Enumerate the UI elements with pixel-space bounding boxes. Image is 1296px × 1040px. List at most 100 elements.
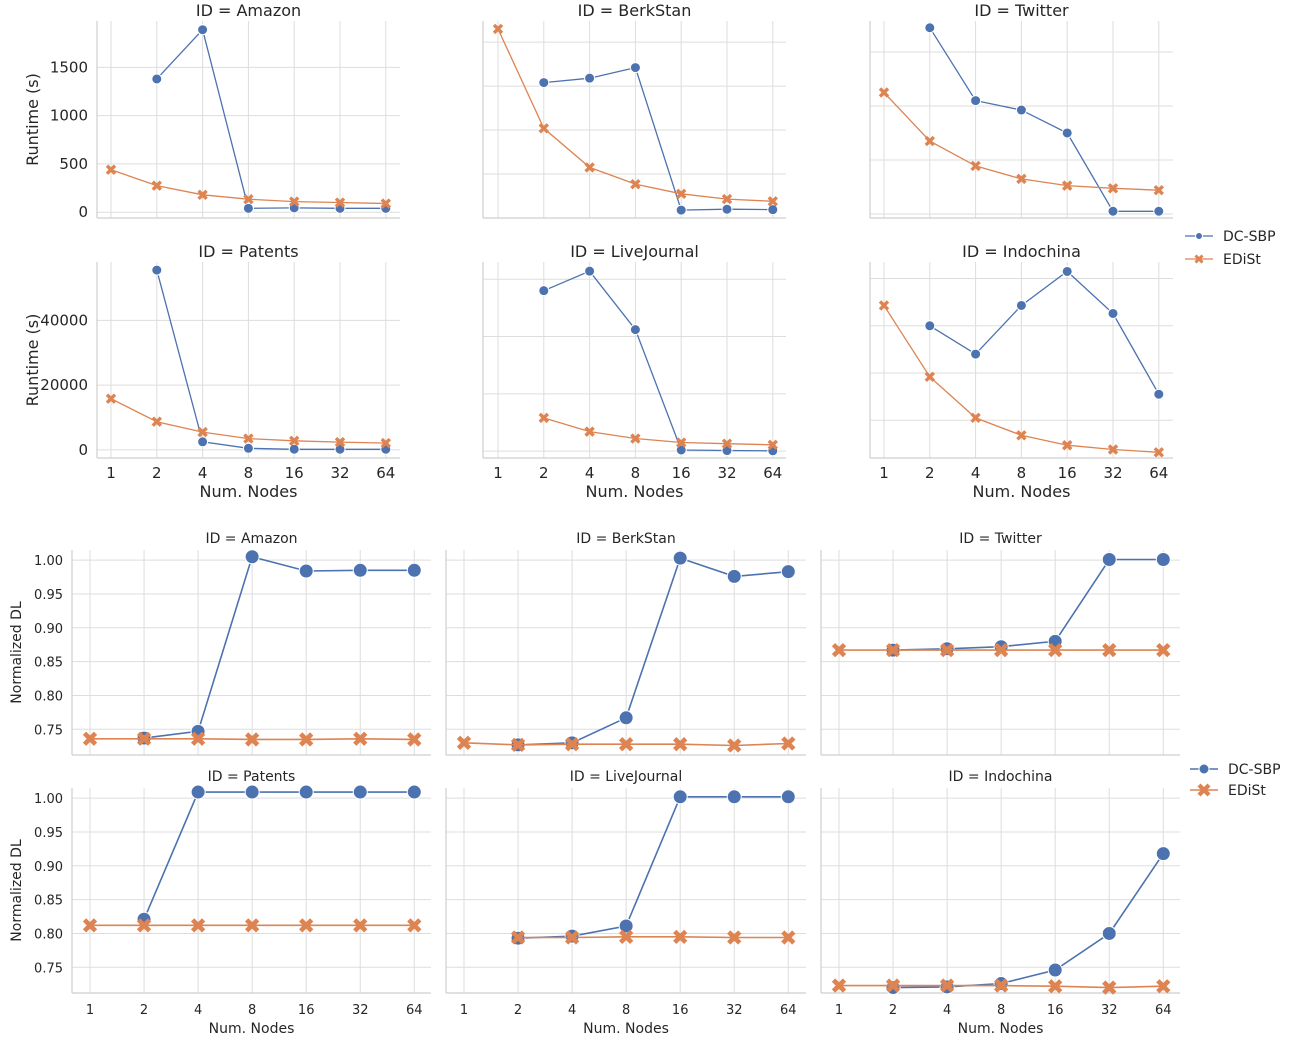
x-tick-label: 16 — [1058, 464, 1077, 482]
data-point — [380, 437, 392, 449]
x-tick-label: 16 — [672, 464, 691, 482]
runtime-legend: DC-SBP EDiSt — [1185, 229, 1276, 268]
normalized-dl-panel-amazon: 0.75 0.80 0.85 0.90 0.95 1.00 ID = Amazon Norma… — [9, 531, 431, 756]
data-point — [1153, 185, 1165, 196]
data-point — [781, 930, 796, 945]
y-tick-label: 0 — [78, 441, 88, 459]
x-tick-label: 64 — [1149, 464, 1168, 482]
legend-item-dc-sbp: DC-SBP — [1185, 229, 1276, 245]
x-tick-label: 16 — [285, 464, 304, 482]
data-point — [151, 264, 163, 276]
data-point — [1015, 104, 1027, 116]
data-point — [675, 437, 687, 448]
data-point — [538, 77, 550, 89]
y-tick-label: 0.95 — [34, 826, 63, 841]
series-dc-sbp — [885, 551, 1171, 658]
data-point — [878, 87, 890, 98]
series-line — [518, 936, 789, 939]
series-dc-sbp — [510, 789, 796, 946]
data-point — [1048, 642, 1063, 658]
runtime-panel-indochina: ID = Indochina 1 2 4 8 16 32 64 Num. Nodes — [869, 242, 1173, 501]
data-point — [767, 204, 779, 216]
x-tick-label: 8 — [997, 1003, 1005, 1018]
normalized-dl-legend: DC-SBP EDiSt — [1190, 762, 1281, 799]
data-point — [1155, 846, 1171, 862]
panel-title: ID = Twitter — [959, 531, 1042, 547]
y-tick-label: 1500 — [50, 58, 88, 76]
series-edist — [510, 929, 796, 945]
data-point — [1016, 430, 1027, 441]
data-point — [1101, 551, 1117, 567]
y-axis-label: Normalized DL — [9, 839, 25, 942]
panel-title: ID = Twitter — [974, 1, 1069, 20]
x-axis-label: Num. Nodes — [586, 482, 684, 501]
normalized-dl-panel-twitter: ID = Twitter — [820, 531, 1180, 756]
x-tick-label: 8 — [244, 464, 254, 482]
data-point — [151, 180, 163, 191]
data-point — [970, 160, 981, 172]
data-point — [298, 784, 314, 800]
data-point — [288, 435, 300, 447]
series-edist — [105, 393, 392, 449]
data-point — [243, 193, 254, 205]
series-line — [543, 66, 773, 211]
data-point — [675, 188, 687, 200]
data-point — [538, 123, 550, 134]
legend-item-edist: EDiSt — [1185, 252, 1261, 268]
x-axis-label: Num. Nodes — [958, 1021, 1044, 1037]
data-point — [1107, 444, 1119, 455]
data-point — [407, 732, 422, 747]
y-tick-label: 0.85 — [34, 656, 63, 671]
data-point — [1153, 388, 1165, 400]
data-point — [727, 930, 742, 945]
data-point — [727, 738, 742, 753]
runtime-panel-livejournal: ID = LiveJournal 1 2 4 8 16 32 64 Num. Nodes — [482, 242, 786, 501]
x-tick-label: 4 — [568, 1003, 576, 1018]
data-point — [197, 24, 209, 36]
normalized-dl-panel-berkstan: ID = BerkStan — [445, 531, 806, 756]
data-point — [538, 412, 550, 424]
series-dc-sbp — [924, 265, 1165, 400]
data-point — [1153, 447, 1165, 458]
x-tick-label: 32 — [352, 1003, 369, 1018]
panel-title: ID = Indochina — [949, 769, 1053, 785]
legend-swatch-marker — [1197, 783, 1211, 797]
data-point — [538, 285, 550, 297]
y-tick-label: 0.75 — [34, 723, 63, 738]
x-tick-label: 4 — [194, 1003, 202, 1018]
y-tick-label: 0.85 — [34, 894, 63, 909]
normalized-dl-panel-patents: 0.75 0.80 0.85 0.90 0.95 1.00 ID = Patents 1 2 4 8… — [9, 769, 431, 1037]
data-point — [242, 202, 254, 214]
data-point — [1048, 979, 1063, 994]
data-point — [939, 642, 955, 658]
data-point — [1156, 642, 1171, 658]
data-point — [970, 348, 982, 360]
x-tick-label: 1 — [493, 464, 503, 482]
panel-title: ID = LiveJournal — [570, 769, 683, 785]
data-point — [352, 562, 368, 578]
x-axis-label: Num. Nodes — [583, 1021, 669, 1037]
runtime-panel-twitter: ID = Twitter — [869, 1, 1173, 219]
data-point — [780, 789, 796, 805]
data-point — [1155, 551, 1171, 567]
x-tick-label: 16 — [1047, 1003, 1064, 1018]
data-point — [380, 198, 392, 209]
y-axis-label: Runtime (s) — [23, 314, 42, 407]
data-point — [105, 393, 117, 404]
series-line — [517, 557, 789, 746]
data-point — [1016, 173, 1027, 185]
legend-swatch-marker — [1194, 254, 1204, 264]
x-tick-label: 2 — [539, 464, 549, 482]
y-tick-label: 20000 — [40, 376, 88, 394]
legend-label: EDiSt — [1228, 783, 1266, 799]
series-line — [156, 28, 386, 209]
x-tick-label: 8 — [622, 1003, 630, 1018]
data-point — [299, 918, 314, 933]
x-tick-label: 8 — [631, 464, 641, 482]
normalized-dl-figure: 0.75 0.80 0.85 0.90 0.95 1.00 ID = Amazon Norma… — [9, 531, 1281, 1037]
data-point — [618, 737, 634, 752]
data-point — [352, 784, 368, 800]
series-dc-sbp — [136, 549, 422, 746]
data-point — [492, 23, 504, 35]
data-point — [1153, 205, 1165, 217]
